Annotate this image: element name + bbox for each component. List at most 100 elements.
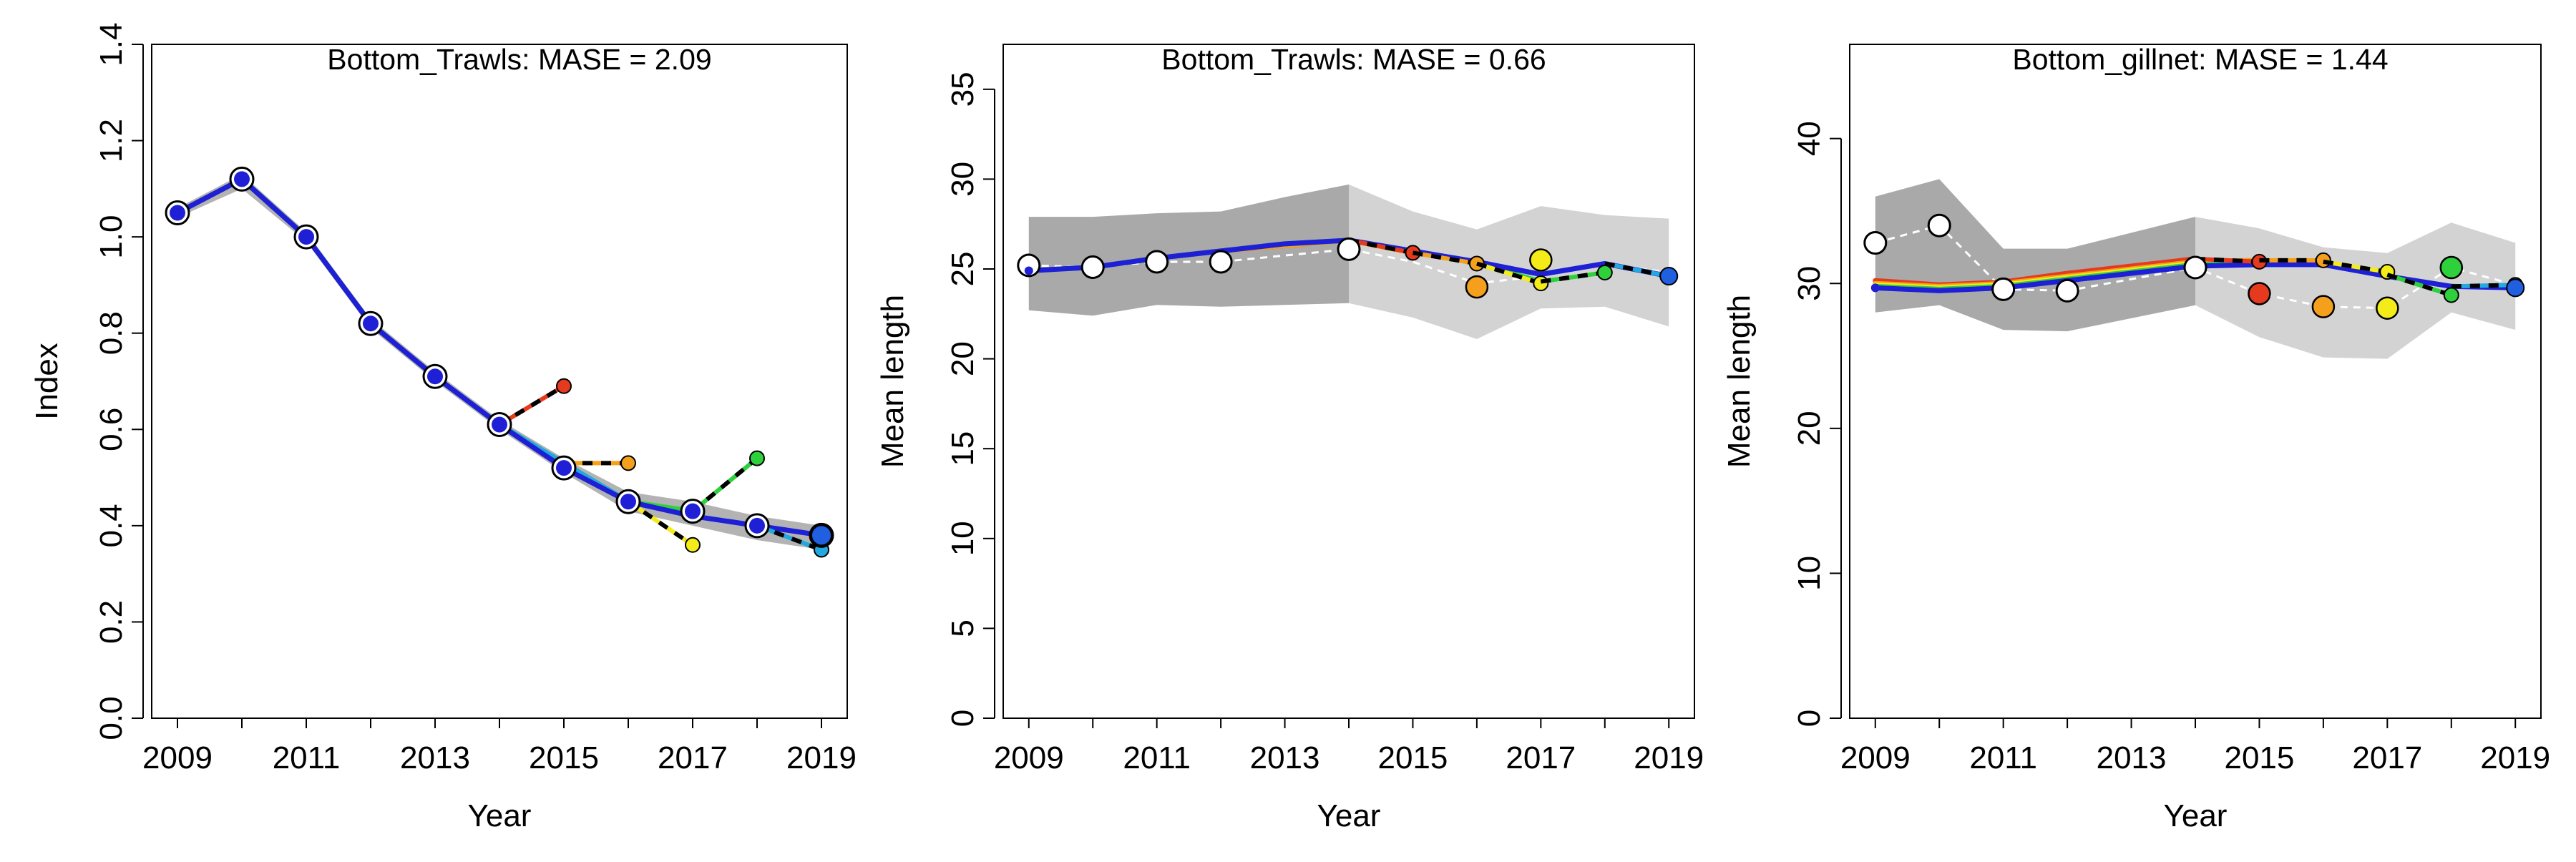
x-tick-label: 2011 [1969, 740, 2037, 775]
observed-point-fill [556, 460, 572, 476]
x-tick-label: 2013 [2097, 740, 2167, 775]
panel-title: Bottom_Trawls: MASE = 0.66 [1161, 43, 1546, 76]
y-tick-label: 15 [945, 431, 980, 466]
series-prediction-point [1533, 275, 1549, 292]
observed-point-colored [2439, 255, 2464, 280]
x-tick-label: 2009 [1840, 740, 1911, 775]
y-tick-label: 35 [945, 72, 980, 107]
terminal-point [811, 524, 832, 547]
observed-point [1337, 237, 1361, 261]
x-tick-label: 2013 [1250, 740, 1320, 775]
x-tick-label: 2019 [2480, 740, 2550, 775]
x-tick-label: 2019 [1634, 740, 1704, 775]
y-tick-label: 1.4 [94, 22, 129, 66]
x-axis-title: Year [2164, 798, 2228, 833]
series-prediction-point [556, 378, 572, 394]
observed-point [1927, 213, 1951, 237]
observed-point [1017, 253, 1041, 278]
series-prediction-line [2323, 259, 2388, 275]
y-tick-label: 10 [945, 521, 980, 556]
y-tick-label: 10 [1792, 556, 1827, 591]
start-point [173, 208, 182, 217]
plot-area [1003, 44, 1694, 718]
observed-point-colored [1529, 248, 1553, 272]
observed-point-fill [427, 368, 443, 385]
y-tick-label: 0.2 [94, 600, 129, 644]
terminal-point [1659, 267, 1679, 286]
observed-point [1991, 277, 2016, 301]
y-tick-label: 5 [945, 619, 980, 637]
y-tick-label: 0.4 [94, 504, 129, 547]
observed-point [1209, 250, 1233, 274]
x-tick-label: 2015 [529, 740, 599, 775]
uncertainty-band-fitted [1028, 184, 1349, 316]
x-axis-title: Year [1317, 798, 1381, 833]
observed-point-fill [620, 494, 636, 510]
series-prediction-point [2443, 287, 2459, 303]
chart-panel-2: 2009 2011 2013 2015 2017 2019 0 5 10 15 20 25 30 35 Ye… [875, 43, 1704, 833]
y-tick-label: 1.2 [94, 119, 129, 162]
start-point [1024, 266, 1033, 275]
x-tick-label: 2011 [273, 740, 341, 775]
x-tick-label: 2017 [2352, 740, 2422, 775]
series-prediction-line [1604, 261, 1669, 278]
y-tick-label: 25 [945, 252, 980, 287]
observed-point-colored [2311, 295, 2336, 318]
plot-area [152, 44, 847, 718]
x-tick-label: 2015 [1377, 740, 1448, 775]
x-tick-label: 2009 [994, 740, 1064, 775]
series-prediction-line [1348, 237, 1414, 255]
observed-point [1080, 255, 1105, 279]
series-prediction-point [1596, 265, 1613, 281]
y-tick-label: 20 [945, 341, 980, 376]
observed-point-fill [492, 416, 507, 433]
series-prediction-line [2195, 256, 2260, 264]
x-tick-label: 2017 [1506, 740, 1576, 775]
chart-panel-1: 2009 2011 2013 2015 2017 2019 0.0 0.2 0.4 0.6 0.8 1… [29, 22, 857, 833]
observed-point-fill [749, 517, 765, 534]
series-prediction-point [685, 537, 701, 553]
panel-title: Bottom_Trawls: MASE = 2.09 [327, 43, 711, 76]
observed-point [1145, 250, 1169, 274]
series-prediction-line [1540, 270, 1606, 284]
x-tick-label: 2011 [1123, 740, 1191, 775]
observed-point-fill [363, 315, 379, 332]
y-tick-label: 0.8 [94, 311, 129, 355]
y-tick-label: 0.0 [94, 696, 129, 740]
series-prediction-point [2315, 252, 2331, 268]
x-tick-label: 2009 [142, 740, 213, 775]
y-tick-label: 0 [1792, 710, 1827, 727]
observed-point [2183, 255, 2207, 280]
series-prediction-dash [691, 456, 758, 513]
plot-area [1850, 44, 2541, 718]
x-tick-label: 2019 [786, 740, 857, 775]
x-axis-title: Year [468, 798, 532, 833]
observed-point-fill [685, 503, 701, 519]
observed-point [2055, 278, 2079, 303]
series-prediction-dash [498, 384, 565, 427]
series-prediction-dash [1476, 261, 1542, 285]
terminal-point [2506, 278, 2525, 298]
y-axis-title: Mean length [875, 295, 910, 468]
series-prediction-point [749, 450, 765, 466]
observed-point [1863, 231, 1888, 255]
series-prediction-dash [627, 499, 694, 547]
uncertainty-band-predicted [2195, 217, 2516, 359]
observed-point-colored [2248, 282, 2271, 305]
series-prediction-point [620, 455, 636, 471]
series-prediction-dash [756, 524, 823, 552]
y-tick-label: 40 [1792, 121, 1827, 156]
observed-point-colored [1465, 275, 1489, 299]
chart-panel-3: 2009 2011 2013 2015 2017 2019 0 10 20 30 40 Year Mea… [1722, 43, 2550, 833]
y-axis-title: Index [29, 343, 64, 420]
y-tick-label: 0 [945, 710, 980, 727]
series-prediction-line [1412, 250, 1478, 266]
x-tick-label: 2017 [658, 740, 728, 775]
panel-title: Bottom_gillnet: MASE = 1.44 [2012, 43, 2388, 76]
x-tick-label: 2015 [2224, 740, 2294, 775]
y-tick-label: 1.0 [94, 215, 129, 259]
series-prediction-line [2451, 283, 2516, 289]
y-axis-title: Mean length [1722, 295, 1757, 468]
